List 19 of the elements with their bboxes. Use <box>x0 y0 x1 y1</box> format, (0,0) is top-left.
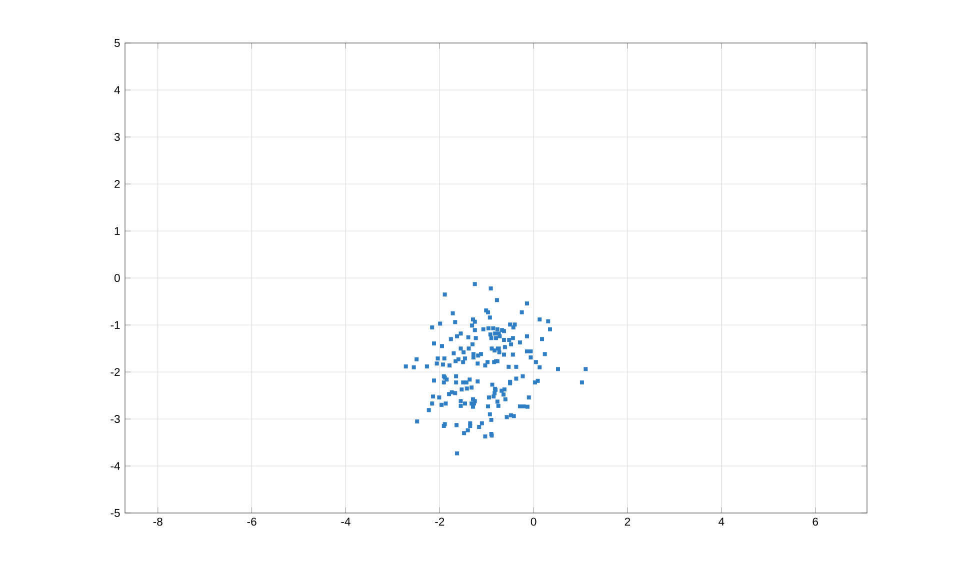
y-tick-label: 2 <box>114 180 120 188</box>
y-tick-label: 3 <box>114 133 120 141</box>
x-tick-label: 0 <box>530 518 536 526</box>
y-tick-label: -1 <box>110 321 120 329</box>
y-tick-label: 4 <box>114 86 120 94</box>
y-tick-label: 5 <box>114 39 120 47</box>
x-tick-label: -6 <box>247 518 256 526</box>
y-tick-label: -3 <box>110 415 120 423</box>
x-tick-label: 2 <box>624 518 630 526</box>
x-tick-label: -2 <box>435 518 444 526</box>
y-tick-label: 1 <box>114 227 120 235</box>
x-tick-label: 4 <box>718 518 724 526</box>
x-tick-label: -8 <box>153 518 162 526</box>
x-tick-label: 6 <box>812 518 818 526</box>
y-tick-label: 0 <box>114 274 120 282</box>
y-tick-label: -2 <box>110 368 120 376</box>
x-tick-label: -4 <box>341 518 350 526</box>
y-tick-label: -4 <box>110 462 120 470</box>
y-tick-label: -5 <box>110 509 120 517</box>
